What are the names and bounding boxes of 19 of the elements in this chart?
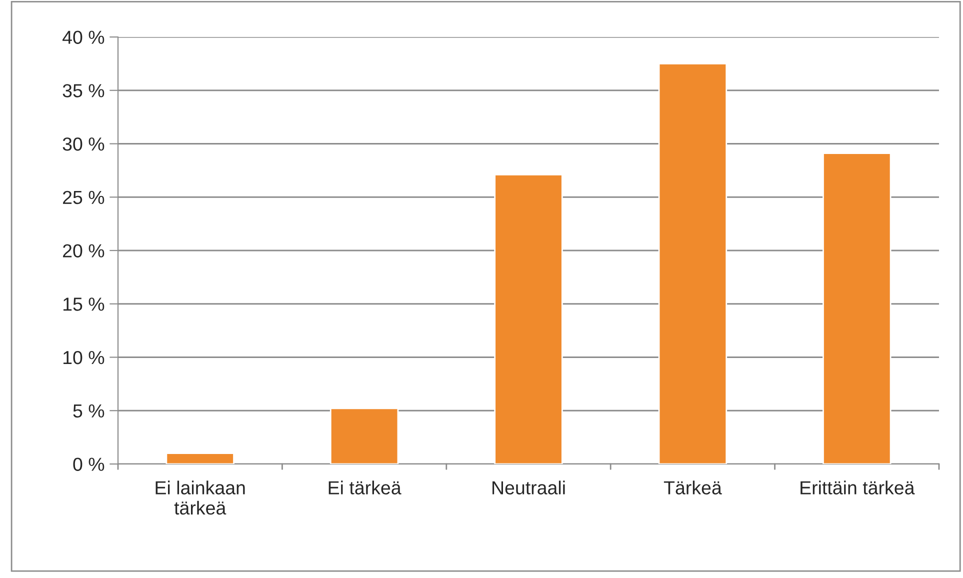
y-tick-label: 25 % [63, 190, 104, 204]
bar [822, 152, 892, 464]
y-tick-label: 20 % [63, 244, 104, 258]
y-tick-label: 40 % [62, 30, 104, 44]
x-tick-label: Ei lainkaan tärkeä [156, 480, 245, 515]
bar [166, 452, 234, 464]
y-tick-label: 0 % [73, 458, 104, 471]
y-tick-label: 10 % [64, 350, 104, 364]
y-tick-label: 15 % [64, 298, 104, 311]
x-tick-label: Erittäin tärkeä [800, 480, 915, 494]
bar [658, 62, 728, 464]
x-tick-label: Neutraali [492, 480, 565, 494]
x-tick-label: Ei tärkeä [328, 480, 402, 494]
bar [494, 174, 563, 464]
y-tick-label: 5 % [73, 404, 104, 418]
y-tick-label: 30 % [62, 137, 104, 151]
x-tick-label: Tärkeä [664, 480, 722, 494]
bar [330, 408, 399, 464]
y-tick-label: 35 % [62, 84, 104, 98]
